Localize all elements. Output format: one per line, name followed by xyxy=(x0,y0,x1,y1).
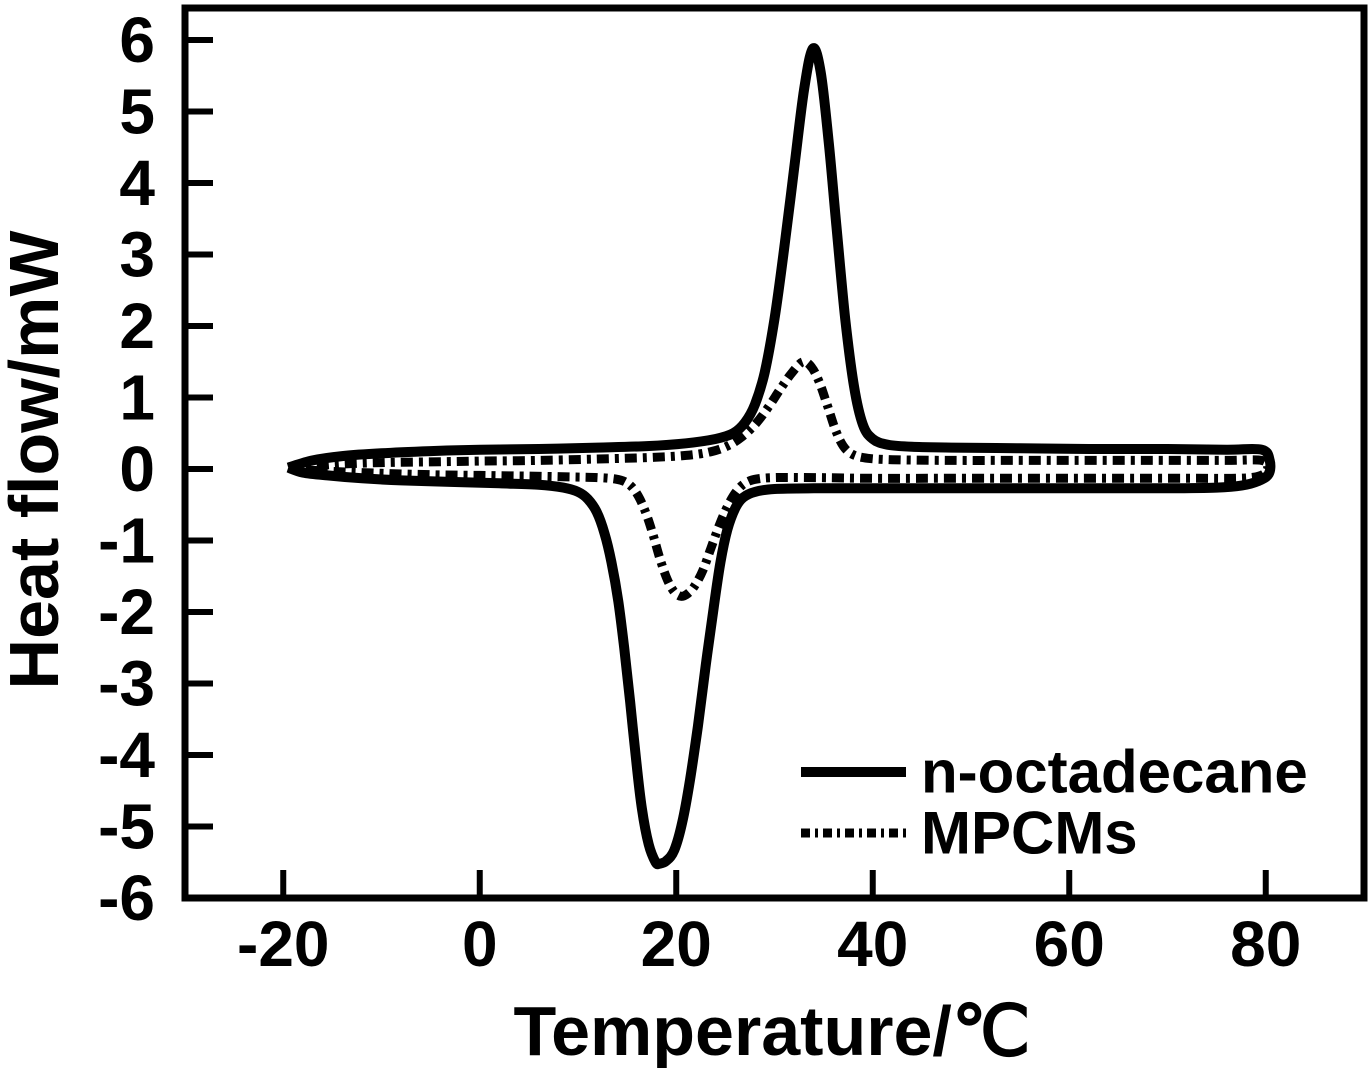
y-tick-label: 2 xyxy=(119,290,155,362)
y-axis-title: Heat flow/mW xyxy=(0,230,73,690)
y-tick-label: 0 xyxy=(119,433,155,505)
y-tick-label: 5 xyxy=(119,76,155,148)
y-tick-label: -1 xyxy=(98,505,155,577)
y-tick-label: 3 xyxy=(119,219,155,291)
x-axis-title: Temperature/℃ xyxy=(513,992,1031,1068)
y-tick-label: 6 xyxy=(119,4,155,76)
y-tick-label: 1 xyxy=(119,362,155,434)
mpcms-curve xyxy=(288,357,1273,601)
y-tick-label: -6 xyxy=(98,862,155,934)
x-tick-label: -20 xyxy=(237,908,330,980)
y-tick-label: -3 xyxy=(98,648,155,720)
x-tick-label: 60 xyxy=(1034,908,1105,980)
x-tick-label: 20 xyxy=(641,908,712,980)
x-tick-label: 0 xyxy=(462,908,498,980)
y-tick-label: -5 xyxy=(98,791,155,863)
y-tick-label: -2 xyxy=(98,576,155,648)
legend-label-mpcms: MPCMs xyxy=(921,799,1138,867)
x-tick-label: 40 xyxy=(837,908,908,980)
y-tick-label: -4 xyxy=(98,719,155,791)
plot-frame xyxy=(181,4,1368,902)
x-tick-label: 80 xyxy=(1230,908,1301,980)
legend-label-n-octadecane: n-octadecane xyxy=(921,738,1308,806)
n-octadecane-curve xyxy=(286,43,1276,870)
y-tick-label: 4 xyxy=(119,147,155,219)
